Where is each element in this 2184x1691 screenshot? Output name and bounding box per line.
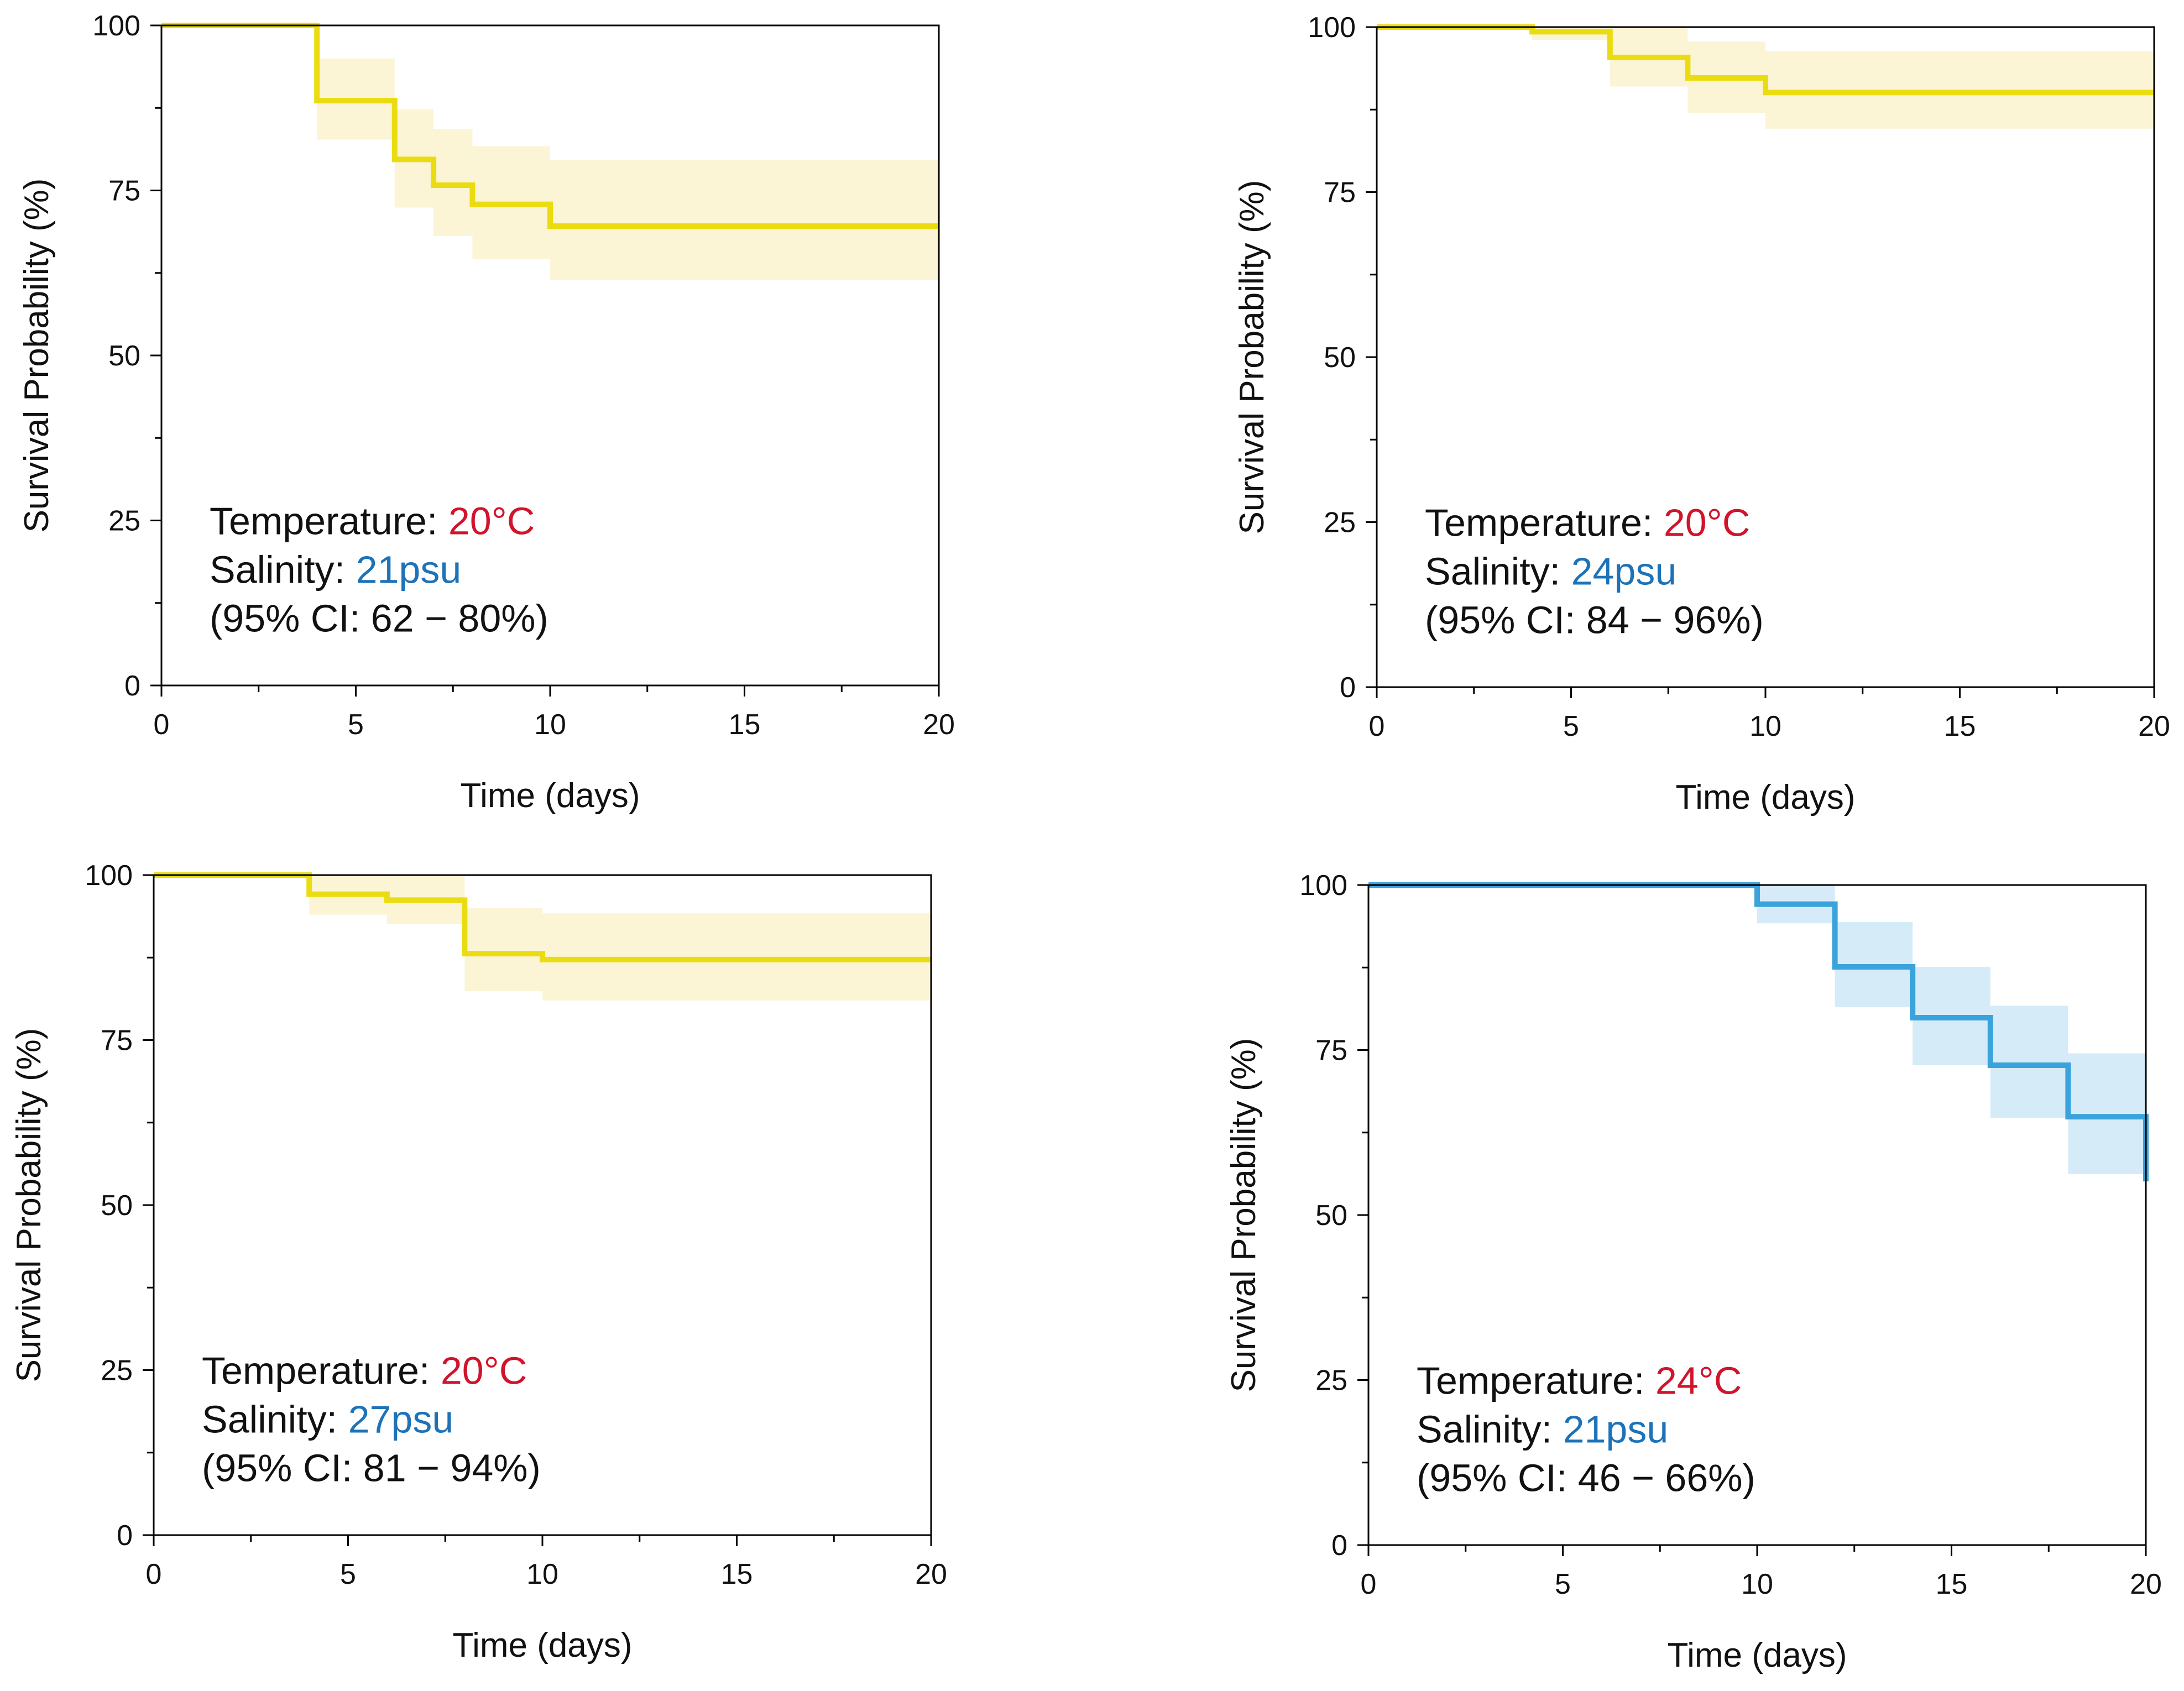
x-tick-label: 0 [154,709,170,741]
salinity-annotation: Salinity: 27psu [202,1398,453,1441]
x-tick-label: 5 [1555,1568,1571,1600]
x-tick-label: 10 [1741,1568,1773,1600]
x-axis-title: Time (days) [1668,1636,1847,1674]
salinity-annotation: Salinity: 24psu [1425,550,1676,593]
ci-annotation: (95% CI: 62 − 80%) [210,597,548,640]
x-tick-label: 15 [1944,710,1976,742]
temperature-value: 24°C [1655,1359,1742,1402]
x-tick-label: 0 [1361,1568,1377,1600]
ci-annotation: (95% CI: 84 − 96%) [1425,599,1764,642]
ci-band [2068,1053,2146,1174]
x-tick-label: 20 [2138,710,2170,742]
survival-curve [1368,882,2149,1182]
y-tick-label: 100 [92,10,140,42]
y-tick-label: 100 [85,860,133,892]
temperature-label: Temperature: [1425,501,1664,545]
survival-panel-1: 0 5 10 15 20 0 25 50 75 100 Time (days) Survival Pr… [18,10,955,815]
x-tick-label: 0 [1369,710,1385,742]
survival-curve [161,23,939,229]
temperature-annotation: Temperature: 20°C [202,1349,527,1392]
y-tick-label: 75 [1324,177,1356,209]
x-tick-label: 0 [146,1558,162,1590]
y-tick-label: 100 [1299,870,1347,902]
y-tick-label: 75 [101,1025,133,1057]
salinity-value: 27psu [348,1398,454,1441]
x-tick-label: 10 [526,1558,558,1590]
x-tick-label: 5 [1563,710,1579,742]
ci-annotation: (95% CI: 81 − 94%) [202,1447,541,1490]
y-axis-title: Survival Probability (%) [10,1028,48,1383]
x-tick-label: 15 [729,709,761,741]
x-tick-label: 20 [915,1558,947,1590]
x-tick-label: 20 [2130,1568,2162,1600]
temperature-annotation: Temperature: 24°C [1417,1359,1742,1402]
y-tick-label: 50 [1324,342,1356,374]
y-tick-label: 50 [101,1190,133,1222]
temperature-annotation: Temperature: 20°C [1425,501,1750,545]
y-tick-label: 25 [1315,1365,1347,1397]
x-axis-title: Time (days) [453,1626,633,1664]
y-tick-label: 0 [117,1520,133,1552]
y-tick-label: 100 [1308,12,1356,44]
salinity-value: 24psu [1571,550,1677,593]
salinity-annotation: Salinity: 21psu [210,548,461,591]
survival-panel-4: 0 5 10 15 20 0 25 50 75 100 Time (days) Survival Pr… [1225,870,2162,1674]
temperature-label: Temperature: [210,500,448,543]
survival-panel-3: 0 5 10 15 20 0 25 50 75 100 Time (days) Survival Pr… [10,860,947,1664]
salinity-label: Salinity: [1425,550,1571,593]
temperature-value: 20°C [441,1349,527,1392]
x-axis-title: Time (days) [1676,778,1856,816]
ci-band [550,160,939,280]
temperature-label: Temperature: [1417,1359,1655,1402]
temperature-value: 20°C [448,500,535,543]
x-tick-label: 10 [1749,710,1781,742]
temperature-value: 20°C [1664,501,1750,545]
y-axis-title: Survival Probability (%) [1225,1038,1263,1392]
salinity-label: Salinity: [202,1398,348,1441]
y-tick-label: 0 [1331,1530,1347,1562]
ci-band [464,908,542,992]
y-tick-label: 25 [101,1355,133,1387]
x-tick-label: 10 [534,709,566,741]
y-axis-title: Survival Probability (%) [1233,180,1271,535]
temperature-annotation: Temperature: 20°C [210,500,535,543]
ci-band [1990,1006,2068,1118]
y-tick-label: 25 [1324,507,1356,539]
survival-panel-2: 0 5 10 15 20 0 25 50 75 100 Time (days) Survival Pr… [1233,12,2170,816]
y-tick-label: 50 [108,340,140,372]
temperature-label: Temperature: [202,1349,441,1392]
x-tick-label: 15 [1936,1568,1968,1600]
salinity-label: Salinity: [210,548,356,591]
x-tick-label: 5 [348,709,364,741]
survival-curve [1377,24,2154,96]
x-tick-label: 15 [721,1558,753,1590]
ci-annotation: (95% CI: 46 − 66%) [1417,1457,1755,1500]
salinity-value: 21psu [356,548,462,591]
y-tick-label: 75 [1315,1035,1347,1067]
y-axis-title: Survival Probability (%) [18,179,56,533]
x-tick-label: 20 [923,709,955,741]
salinity-value: 21psu [1563,1408,1669,1451]
x-tick-label: 5 [340,1558,356,1590]
y-tick-label: 50 [1315,1200,1347,1232]
x-axis-title: Time (days) [461,777,640,815]
y-tick-label: 75 [108,175,140,207]
survival-curve [154,872,931,962]
salinity-label: Salinity: [1417,1408,1563,1451]
salinity-annotation: Salinity: 21psu [1417,1408,1668,1451]
y-tick-label: 0 [1340,672,1356,704]
y-tick-label: 0 [124,670,140,702]
y-tick-label: 25 [108,505,140,537]
